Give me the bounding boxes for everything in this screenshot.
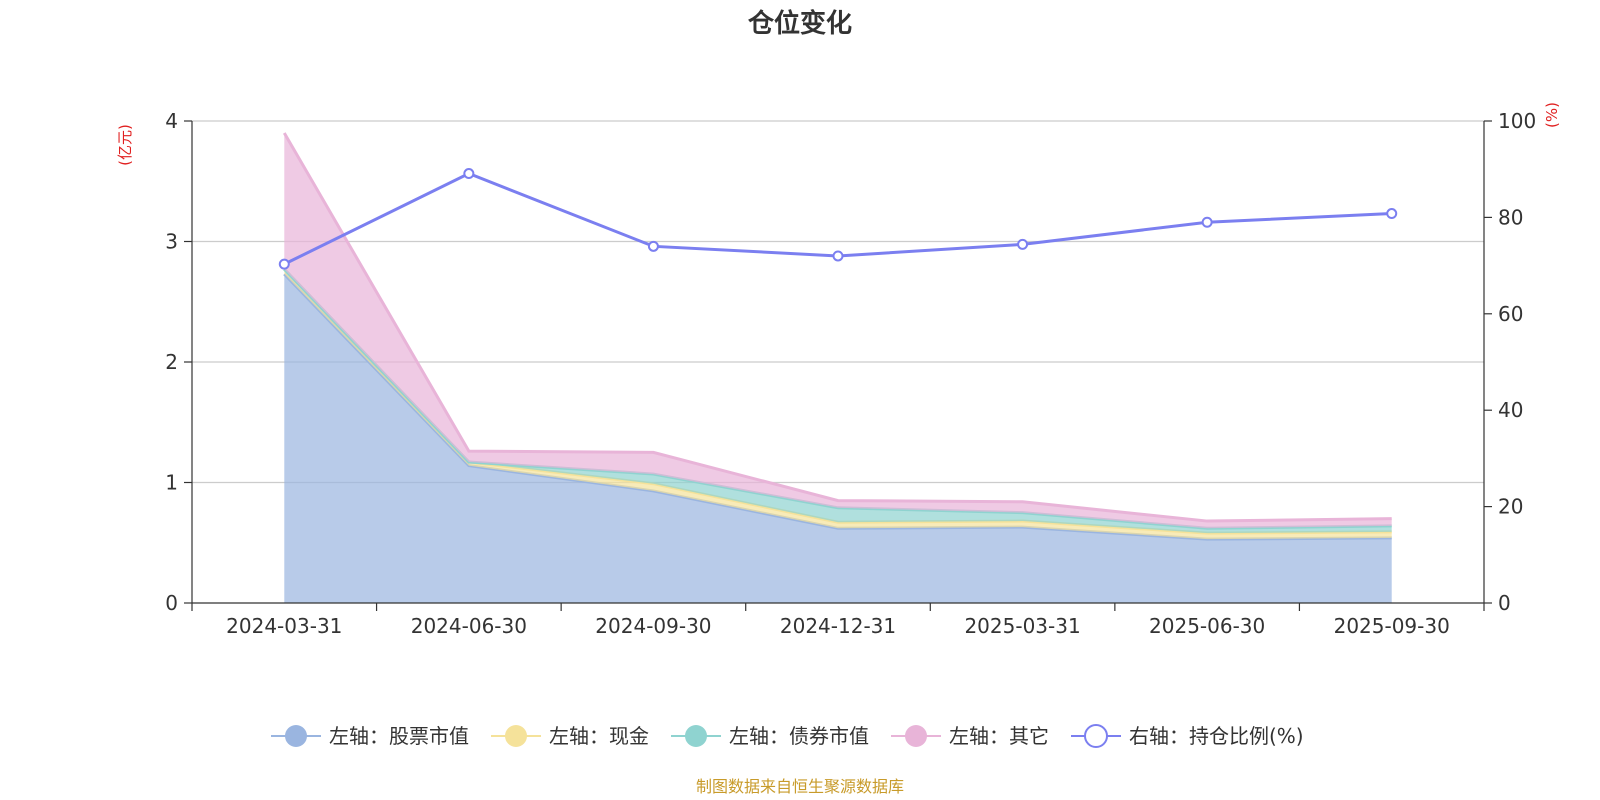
right-tick-label: 40 [1498, 398, 1523, 422]
legend-marker [905, 725, 927, 747]
area-series-1 [284, 274, 1392, 603]
legend-label: 右轴：持仓比例(%) [1129, 724, 1304, 748]
legend-item-4[interactable]: 左轴：其它 [891, 724, 1049, 748]
right-tick-label: 60 [1498, 302, 1523, 326]
right-axis-unit: (%) [1543, 102, 1561, 128]
x-tick-label: 2025-03-31 [964, 614, 1080, 638]
x-tick-label: 2025-06-30 [1149, 614, 1265, 638]
source-note: 制图数据来自恒生聚源数据库 [696, 777, 904, 796]
legend-label: 左轴：股票市值 [329, 724, 469, 748]
x-tick-label: 2024-06-30 [411, 614, 527, 638]
ratio-point [1017, 238, 1029, 250]
right-tick-label: 100 [1498, 109, 1536, 133]
legend-item-2[interactable]: 左轴：现金 [491, 724, 649, 748]
legend-item-3[interactable]: 左轴：债券市值 [671, 724, 869, 748]
left-tick-label: 2 [165, 350, 178, 374]
right-tick-label: 80 [1498, 205, 1523, 229]
legend[interactable]: 左轴：股票市值 左轴：现金 左轴：债券市值 左轴：其它 右轴：持仓比例(%) [271, 724, 1304, 748]
ratio-point [278, 258, 290, 270]
ratio-point [832, 250, 844, 262]
legend-label: 左轴：债券市值 [729, 724, 869, 748]
right-tick-label: 20 [1498, 495, 1523, 519]
legend-marker [1084, 724, 1108, 748]
stacked-areas [282, 132, 1392, 603]
left-axis-unit: (亿元) [116, 124, 134, 166]
legend-item-5[interactable]: 右轴：持仓比例(%) [1071, 724, 1304, 748]
ratio-point [1201, 216, 1213, 228]
ratio-point [1386, 208, 1398, 220]
legend-label: 左轴：其它 [949, 724, 1049, 748]
left-tick-label: 3 [165, 230, 178, 254]
ratio-line [278, 168, 1398, 270]
x-tick-label: 2024-09-30 [595, 614, 711, 638]
left-tick-label: 0 [165, 591, 178, 615]
x-tick-label: 2024-03-31 [226, 614, 342, 638]
legend-marker [505, 725, 527, 747]
left-tick-label: 4 [165, 109, 178, 133]
ratio-point [647, 240, 659, 252]
ratio-point [463, 168, 475, 180]
right-tick-label: 0 [1498, 591, 1511, 615]
chart-title: 仓位变化 [747, 8, 852, 39]
x-tick-label: 2024-12-31 [780, 614, 896, 638]
legend-marker [285, 725, 307, 747]
legend-marker [685, 725, 707, 747]
x-tick-label: 2025-09-30 [1334, 614, 1450, 638]
left-tick-label: 1 [165, 471, 178, 495]
legend-label: 左轴：现金 [549, 724, 649, 748]
legend-item-1[interactable]: 左轴：股票市值 [271, 724, 469, 748]
area-edge-series-4 [282, 132, 1392, 523]
